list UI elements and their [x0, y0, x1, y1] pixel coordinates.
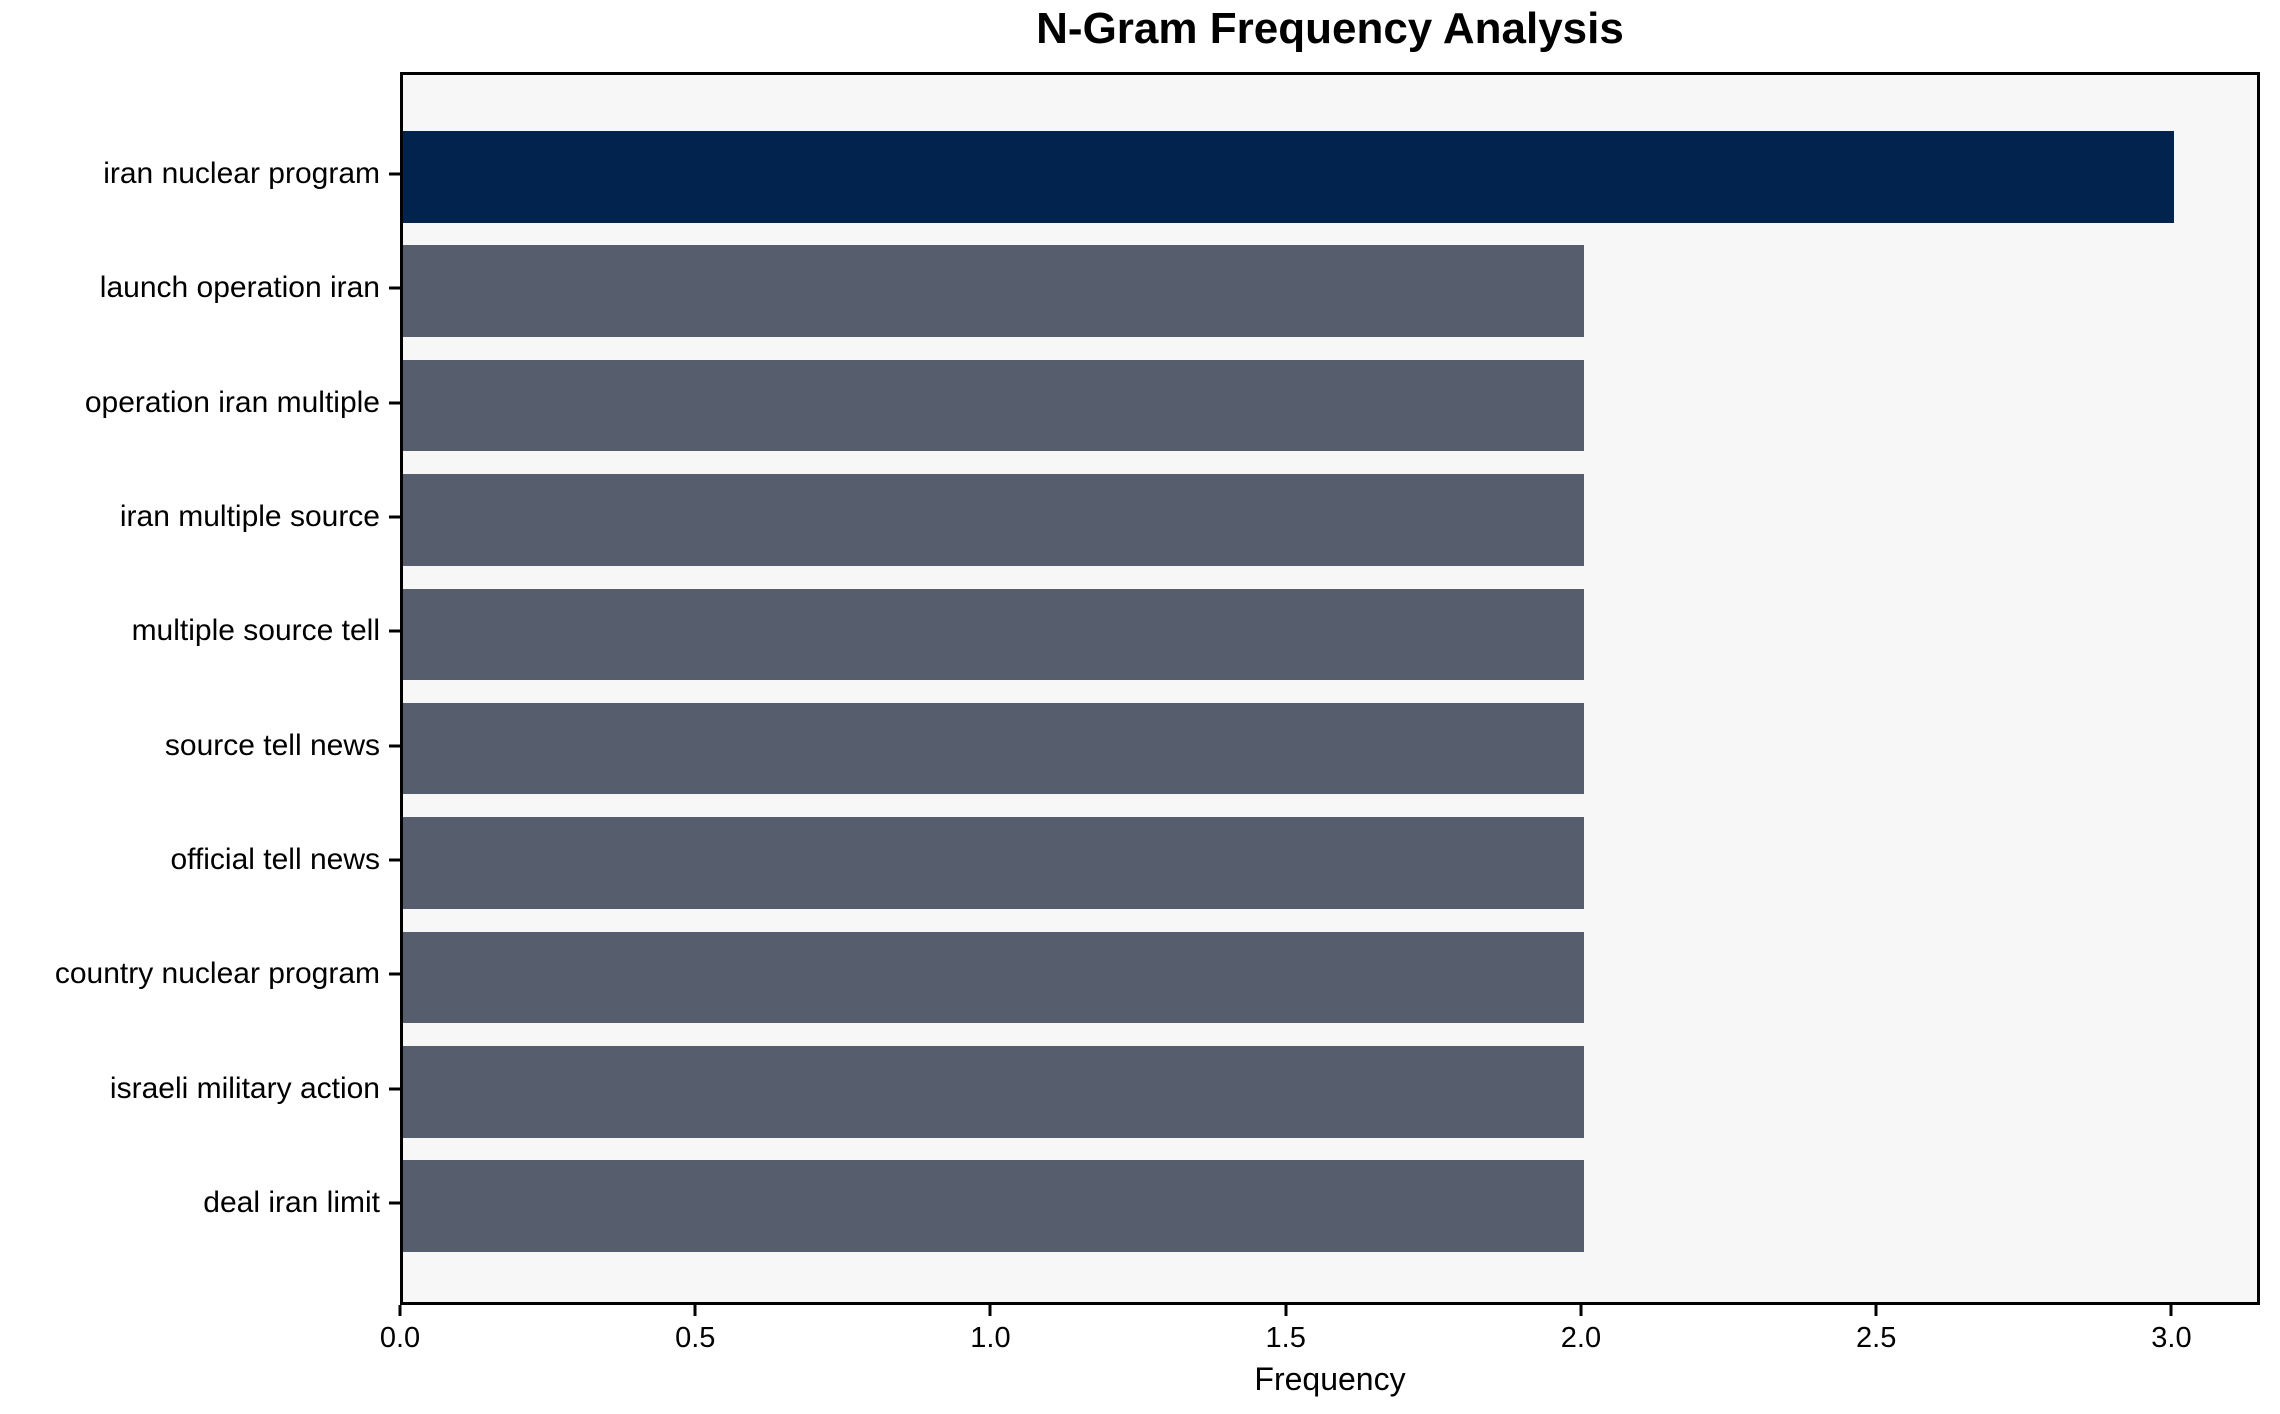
- bar-source-tell-news: [403, 702, 1584, 795]
- bar-deal-iran-limit: [403, 1160, 1584, 1252]
- x-tick-mark: [1284, 1305, 1288, 1316]
- bar-multiple-source-tell: [403, 588, 1584, 681]
- y-tick-label-iran-nuclear-program: iran nuclear program: [103, 156, 380, 190]
- x-tick-mark: [1579, 1305, 1583, 1316]
- y-tick-label-country-nuclear-program: country nuclear program: [54, 957, 380, 991]
- y-tick-label-iran-multiple-source: iran multiple source: [119, 499, 380, 533]
- x-tick-mark: [2169, 1305, 2173, 1316]
- y-tick-label-deal-iran-limit: deal iran limit: [203, 1186, 380, 1220]
- x-tick-label-2.0: 2.0: [1560, 1322, 1602, 1354]
- x-tick-label-0.5: 0.5: [675, 1322, 716, 1354]
- y-tick-label-operation-iran-multiple: operation iran multiple: [84, 385, 380, 419]
- x-axis-label: Frequency: [1254, 1361, 1406, 1397]
- y-tick-label-launch-operation-iran: launch operation iran: [99, 271, 380, 305]
- chart-title: N-Gram Frequency Analysis: [1036, 4, 1624, 53]
- bar-operation-iran-multiple: [403, 359, 1584, 452]
- y-tick-mark: [389, 629, 400, 633]
- x-tick-mark: [398, 1305, 402, 1316]
- y-tick-label-multiple-source-tell: multiple source tell: [131, 614, 380, 648]
- y-tick-mark: [389, 286, 400, 290]
- y-tick-label-israeli-military-action: israeli military action: [109, 1071, 380, 1105]
- bar-launch-operation-iran: [403, 245, 1584, 337]
- y-tick-mark: [389, 858, 400, 862]
- bar-official-tell-news: [403, 817, 1584, 909]
- bar-israeli-military-action: [403, 1046, 1584, 1138]
- x-tick-mark: [988, 1305, 992, 1316]
- x-tick-label-1.0: 1.0: [970, 1322, 1011, 1354]
- x-tick-label-2.5: 2.5: [1856, 1322, 1897, 1354]
- y-tick-label-official-tell-news: official tell news: [170, 843, 380, 877]
- y-tick-mark: [389, 1201, 400, 1205]
- x-tick-mark: [693, 1305, 697, 1316]
- y-tick-mark: [389, 744, 400, 748]
- x-tick-mark: [1874, 1305, 1878, 1316]
- bar-iran-multiple-source: [403, 474, 1584, 566]
- x-tick-label-0.0: 0.0: [379, 1322, 421, 1354]
- y-tick-mark: [389, 515, 400, 519]
- y-tick-mark: [389, 972, 400, 976]
- y-tick-mark: [389, 172, 400, 176]
- x-tick-label-3.0: 3.0: [2151, 1322, 2192, 1354]
- y-tick-mark: [389, 1087, 400, 1091]
- x-tick-label-1.5: 1.5: [1265, 1322, 1306, 1354]
- bar-iran-nuclear-program: [403, 131, 2175, 223]
- plot-area: [400, 72, 2260, 1305]
- bar-country-nuclear-program: [403, 931, 1584, 1024]
- y-tick-mark: [389, 401, 400, 405]
- y-tick-label-source-tell-news: source tell news: [164, 728, 380, 762]
